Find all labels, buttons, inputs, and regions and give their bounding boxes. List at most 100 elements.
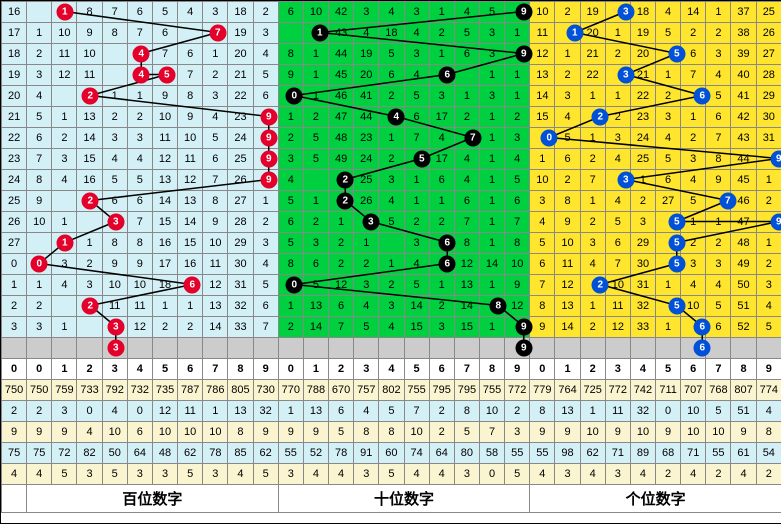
col-header: 2 — [580, 359, 605, 380]
marker-ball: 4 — [133, 66, 150, 83]
col-header: 8 — [731, 359, 756, 380]
footer-cell: 735 — [152, 380, 177, 401]
footer-cell: 759 — [52, 380, 77, 401]
footer-cell: 3 — [127, 464, 152, 485]
footer-cell: 10 — [102, 422, 127, 443]
footer-cell: 8 — [228, 422, 253, 443]
footer-cell: 0 — [127, 401, 152, 422]
footer-cell: 10 — [479, 401, 504, 422]
footer-cell: 98 — [555, 443, 580, 464]
footer-cell: 10 — [681, 401, 706, 422]
footer-cell: 0 — [656, 401, 681, 422]
marker-ball: 3 — [362, 213, 379, 230]
marker-ball: 0 — [541, 129, 558, 146]
footer-cell: 4 — [404, 464, 429, 485]
footer-cell: 1 — [580, 401, 605, 422]
footer-cell: 707 — [681, 380, 706, 401]
hdr-index: 0 — [2, 359, 27, 380]
footer-cell: 772 — [505, 380, 530, 401]
marker-ball: 9 — [260, 150, 277, 167]
footer-cell: 85 — [228, 443, 253, 464]
marker-ball: 7 — [464, 129, 481, 146]
footer-cell: 5 — [379, 464, 404, 485]
footer-cell: 55 — [278, 443, 303, 464]
footer-cell: 732 — [127, 380, 152, 401]
footer-cell: 2 — [656, 464, 681, 485]
marker-ball: 9 — [770, 150, 781, 167]
chart-container: 1698765431826104234314510219184141372517… — [0, 0, 781, 524]
marker-ball: 1 — [56, 3, 73, 20]
footer-cell: 80 — [454, 443, 479, 464]
footer-cell: 91 — [354, 443, 379, 464]
footer-cell: 4 — [681, 464, 706, 485]
footer-cell: 787 — [178, 380, 203, 401]
col-header: 4 — [630, 359, 655, 380]
marker-ball: 3 — [617, 3, 634, 20]
footer-cell: 74 — [404, 443, 429, 464]
col-header: 6 — [429, 359, 454, 380]
footer-cell: 9 — [555, 422, 580, 443]
footer-cell: 2 — [429, 422, 454, 443]
marker-ball: 3 — [107, 213, 124, 230]
marker-ball: 2 — [592, 108, 609, 125]
marker-ball: 6 — [184, 276, 201, 293]
marker-ball: 1 — [311, 24, 328, 41]
footer-cell: 9 — [605, 422, 630, 443]
footer-cell: 13 — [555, 401, 580, 422]
footer-cell: 9 — [530, 422, 555, 443]
section-title: 十位数字 — [278, 485, 530, 513]
marker-ball: 6 — [694, 318, 711, 335]
footer-cell: 72 — [52, 443, 77, 464]
footer-cell: 61 — [731, 443, 756, 464]
footer-cell: 3 — [152, 464, 177, 485]
footer-cell: 2 — [2, 401, 27, 422]
footer-cell: 5 — [706, 401, 731, 422]
footer-cell: 4 — [630, 464, 655, 485]
overlay-layer: 1744529999231062339196047522366089931536… — [1, 1, 781, 358]
overlay-svg — [1, 1, 781, 358]
footer-cell: 9 — [731, 422, 756, 443]
marker-ball: 9 — [515, 45, 532, 62]
col-header: 1 — [52, 359, 77, 380]
marker-ball: 4 — [388, 108, 405, 125]
footer-cell: 55 — [505, 443, 530, 464]
footer-cell: 802 — [379, 380, 404, 401]
footer-cell: 8 — [354, 422, 379, 443]
marker-ball: 9 — [260, 171, 277, 188]
marker-ball: 8 — [490, 297, 507, 314]
marker-ball: 2 — [82, 87, 99, 104]
footer-cell: 11 — [178, 401, 203, 422]
footer-cell: 9 — [52, 422, 77, 443]
footer-cell: 779 — [530, 380, 555, 401]
footer-cell: 62 — [580, 443, 605, 464]
footer-cell: 2 — [756, 464, 781, 485]
footer-cell: 3 — [505, 422, 530, 443]
footer-cell: 750 — [27, 380, 52, 401]
marker-ball: 6 — [439, 234, 456, 251]
marker-ball: 5 — [668, 45, 685, 62]
marker-ball: 5 — [158, 66, 175, 83]
footer-cell: 764 — [555, 380, 580, 401]
footer-cell: 10 — [580, 422, 605, 443]
footer-cell: 4 — [303, 464, 328, 485]
footer-cell: 5 — [102, 464, 127, 485]
footer-cell: 6 — [127, 422, 152, 443]
footer-cell: 805 — [228, 380, 253, 401]
footer-cell: 4 — [329, 464, 354, 485]
col-header: 5 — [152, 359, 177, 380]
footer-cell: 10 — [681, 422, 706, 443]
marker-ball: 2 — [337, 171, 354, 188]
footer-cell: 9 — [303, 422, 328, 443]
footer-cell: 4 — [580, 464, 605, 485]
footer-cell: 10 — [630, 422, 655, 443]
footer-cell: 9 — [278, 422, 303, 443]
footer-cell: 4 — [102, 401, 127, 422]
footer-cell: 5 — [329, 422, 354, 443]
footer-cell: 5 — [178, 464, 203, 485]
footer-cell: 4 — [2, 464, 27, 485]
marker-ball: 3 — [617, 66, 634, 83]
marker-ball: 2 — [337, 192, 354, 209]
footer-cell: 10 — [706, 422, 731, 443]
footer-cell: 4 — [77, 422, 102, 443]
footer-cell: 5 — [505, 464, 530, 485]
